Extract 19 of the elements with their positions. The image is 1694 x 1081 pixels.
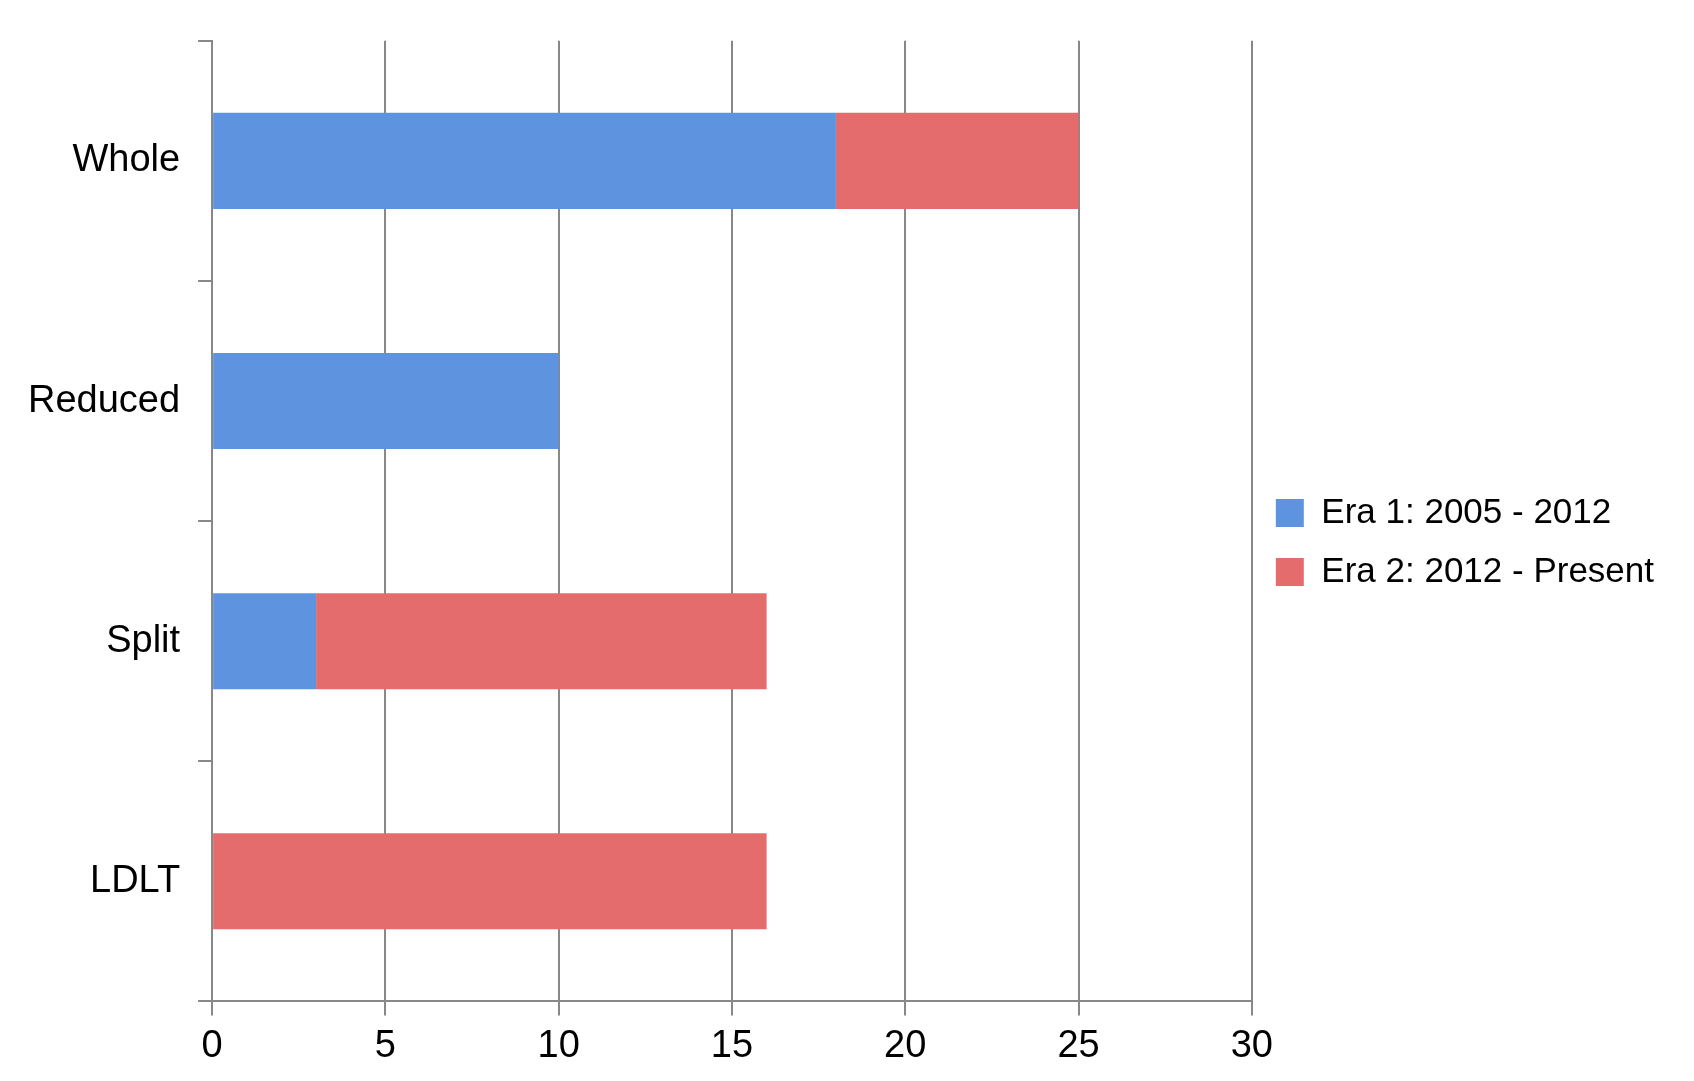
y-tick-label: Reduced xyxy=(27,377,181,420)
x-tick-label: 10 xyxy=(537,1022,580,1065)
bar xyxy=(316,593,767,690)
x-tick-label: 25 xyxy=(1057,1022,1100,1065)
y-tick-label: Whole xyxy=(72,137,181,180)
bar xyxy=(213,353,559,450)
legend-label: Era 1: 2005 - 2012 xyxy=(1321,490,1612,530)
x-tick-label: 0 xyxy=(201,1022,223,1065)
x-tick-label: 20 xyxy=(884,1022,927,1065)
bar xyxy=(213,593,317,690)
bar xyxy=(835,112,1079,209)
y-tick-label: LDLT xyxy=(90,857,181,900)
legend-label: Era 2: 2012 - Present xyxy=(1321,549,1655,589)
bar xyxy=(213,833,767,930)
x-tick-label: 30 xyxy=(1230,1022,1273,1065)
y-tick-label: Split xyxy=(106,617,181,660)
x-tick-label: 5 xyxy=(374,1022,396,1065)
x-tick-label: 15 xyxy=(710,1022,754,1065)
bar xyxy=(213,112,836,209)
